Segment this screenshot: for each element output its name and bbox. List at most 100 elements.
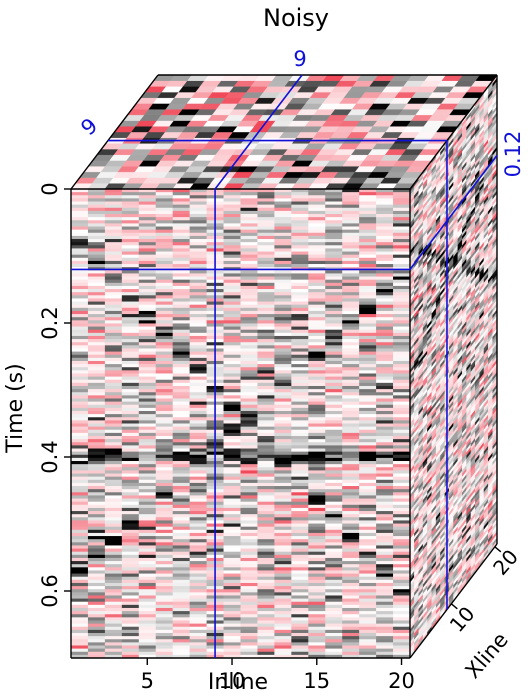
front-cell bbox=[87, 598, 106, 603]
front-cell bbox=[359, 417, 377, 421]
front-cell bbox=[359, 629, 377, 634]
front-cell bbox=[291, 201, 309, 206]
front-cell bbox=[359, 492, 377, 496]
front-cell bbox=[121, 645, 140, 650]
front-cell bbox=[291, 192, 309, 196]
front-cell bbox=[87, 570, 106, 574]
front-cell bbox=[257, 298, 275, 302]
front-cell bbox=[172, 595, 191, 599]
front-cell bbox=[155, 645, 174, 650]
front-cell bbox=[393, 295, 411, 299]
front-cell bbox=[138, 345, 157, 349]
front-cell bbox=[376, 357, 394, 362]
front-cell bbox=[359, 551, 377, 556]
front-cell bbox=[138, 507, 157, 512]
front-cell bbox=[172, 470, 191, 474]
front-cell bbox=[342, 198, 360, 202]
front-cell bbox=[240, 648, 258, 653]
front-cell bbox=[291, 464, 309, 468]
front-cell bbox=[274, 567, 292, 571]
front-cell bbox=[240, 620, 258, 625]
front-cell bbox=[87, 376, 106, 381]
front-cell bbox=[172, 298, 191, 302]
front-cell bbox=[240, 604, 258, 609]
front-cell bbox=[342, 423, 360, 428]
front-cell bbox=[325, 210, 343, 215]
front-cell bbox=[325, 235, 343, 240]
front-cell bbox=[223, 651, 241, 656]
front-cell bbox=[104, 204, 123, 209]
front-cell bbox=[138, 251, 157, 256]
front-cell bbox=[308, 542, 326, 546]
front-cell bbox=[104, 645, 123, 650]
front-cell bbox=[274, 332, 292, 337]
front-cell bbox=[223, 604, 241, 609]
front-cell bbox=[104, 373, 123, 377]
front-cell bbox=[172, 220, 191, 224]
front-cell bbox=[240, 576, 258, 581]
front-cell bbox=[359, 548, 377, 553]
front-cell bbox=[376, 301, 394, 306]
front-cell bbox=[342, 426, 360, 431]
front-cell bbox=[274, 439, 292, 443]
front-cell bbox=[291, 282, 309, 287]
front-cell bbox=[274, 467, 292, 471]
front-cell bbox=[325, 567, 343, 571]
front-cell bbox=[342, 301, 360, 306]
front-cell bbox=[87, 248, 106, 252]
front-cell bbox=[291, 404, 309, 409]
front-cell bbox=[291, 536, 309, 540]
front-cell bbox=[104, 192, 123, 196]
front-cell bbox=[189, 429, 207, 434]
front-cell bbox=[71, 542, 89, 546]
front-cell bbox=[376, 370, 394, 374]
front-cell bbox=[359, 214, 377, 218]
front-cell bbox=[359, 348, 377, 352]
front-cell bbox=[121, 226, 140, 231]
front-cell bbox=[240, 404, 258, 409]
front-cell bbox=[274, 507, 292, 512]
front-cell bbox=[308, 454, 326, 459]
front-cell bbox=[71, 567, 89, 571]
front-cell bbox=[274, 648, 292, 653]
front-cell bbox=[172, 260, 191, 265]
front-cell bbox=[257, 495, 275, 499]
front-cell bbox=[359, 448, 377, 453]
front-cell bbox=[359, 332, 377, 337]
front-cell bbox=[172, 439, 191, 443]
front-cell bbox=[189, 504, 207, 509]
front-cell bbox=[121, 276, 140, 281]
front-cell bbox=[121, 454, 140, 459]
front-cell bbox=[138, 257, 157, 262]
front-cell bbox=[155, 523, 174, 528]
front-cell bbox=[172, 254, 191, 259]
front-cell bbox=[121, 310, 140, 315]
front-cell bbox=[71, 192, 89, 196]
front-cell bbox=[342, 195, 360, 199]
front-cell bbox=[257, 304, 275, 309]
front-cell bbox=[223, 282, 241, 287]
front-cell bbox=[121, 489, 140, 493]
front-cell bbox=[257, 414, 275, 418]
front-cell bbox=[138, 392, 157, 396]
front-cell bbox=[240, 195, 258, 199]
front-cell bbox=[257, 332, 275, 337]
front-cell bbox=[223, 489, 241, 493]
front-cell bbox=[223, 317, 241, 321]
front-cell bbox=[376, 539, 394, 543]
front-cell bbox=[325, 436, 343, 440]
front-cell bbox=[393, 573, 411, 578]
front-cell bbox=[223, 307, 241, 312]
front-cell bbox=[104, 220, 123, 224]
front-cell bbox=[121, 301, 140, 306]
front-cell bbox=[393, 482, 411, 487]
front-cell bbox=[155, 595, 174, 599]
front-cell bbox=[189, 314, 207, 318]
front-cell bbox=[138, 448, 157, 453]
front-cell bbox=[376, 385, 394, 390]
front-cell bbox=[104, 436, 123, 440]
front-cell bbox=[308, 289, 326, 293]
top-face-time-slice bbox=[70, 74, 498, 190]
front-cell bbox=[138, 442, 157, 446]
front-cell bbox=[138, 201, 157, 206]
